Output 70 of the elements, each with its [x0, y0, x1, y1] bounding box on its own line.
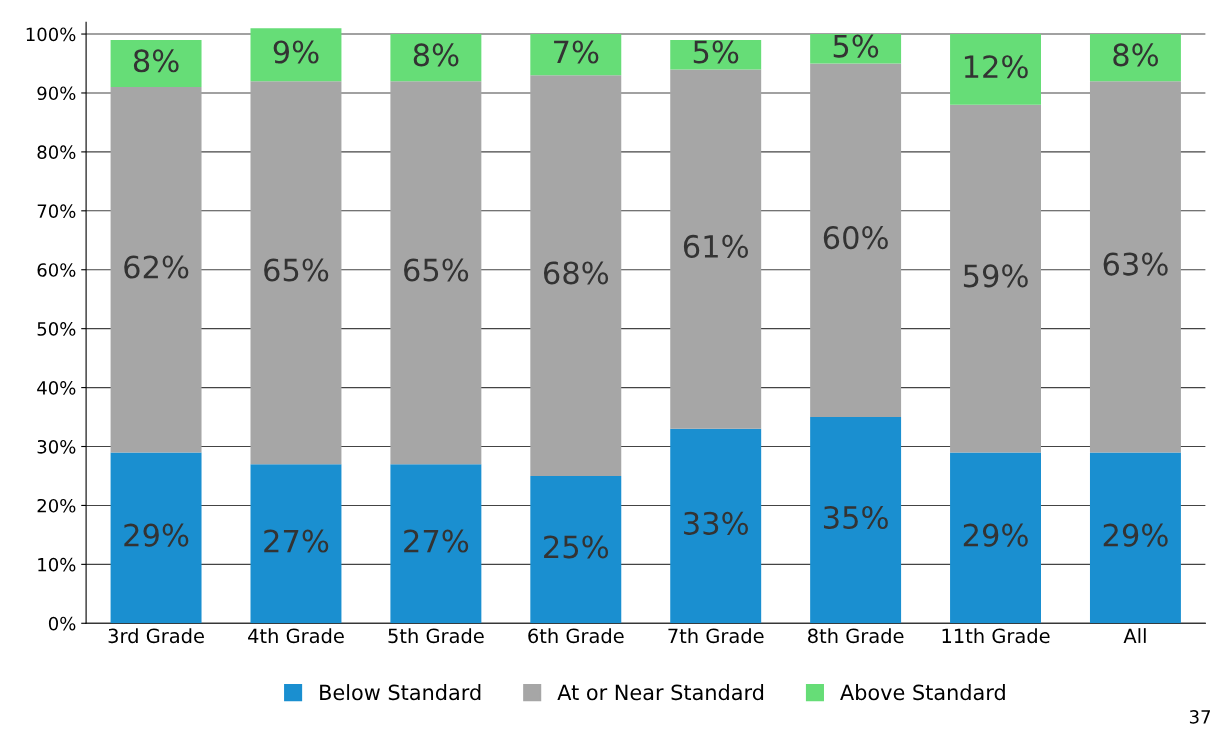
y-tick-label: 20% [37, 498, 76, 513]
data-label: 27% [404, 529, 469, 553]
data-label: 7% [554, 40, 599, 64]
y-tick-label: 10% [38, 557, 76, 572]
data-label: 12% [964, 55, 1028, 79]
y-tick-label: 90% [37, 86, 76, 101]
bar [250, 81, 342, 465]
legend-label: Below Standard [320, 684, 481, 701]
bar [530, 34, 622, 76]
data-label: 29% [1103, 523, 1168, 547]
x-tick-label: 3rd Grade [108, 628, 204, 644]
bar [530, 75, 622, 476]
data-label: 8% [1113, 43, 1158, 67]
bar [110, 87, 202, 453]
bar [670, 428, 762, 624]
data-label: 9% [273, 40, 319, 64]
bar [110, 39, 202, 88]
data-label: 8% [133, 49, 179, 73]
bar [810, 63, 902, 418]
bar [530, 475, 622, 624]
data-label: 29% [124, 523, 189, 547]
bar [390, 464, 482, 624]
data-label: 65% [264, 258, 329, 282]
bar [950, 452, 1041, 624]
data-label: 25% [544, 535, 609, 559]
bar [1089, 452, 1181, 624]
bar [1089, 81, 1181, 453]
data-label: 35% [823, 505, 888, 530]
bar [1089, 34, 1181, 82]
data-label: 61% [683, 234, 748, 258]
bar [390, 34, 482, 82]
y-tick-label: 50% [37, 322, 76, 336]
x-tick-label: 4th Grade [248, 628, 344, 644]
bar [250, 464, 342, 624]
y-tick-label: 60% [37, 263, 76, 277]
bar [950, 34, 1041, 105]
y-tick-label: 0% [48, 616, 76, 631]
x-tick-label: 5th Grade [388, 628, 484, 644]
data-label: 27% [264, 529, 329, 553]
y-tick-label: 80% [37, 145, 76, 160]
text: 37 [1189, 710, 1211, 724]
data-label: 68% [543, 261, 609, 285]
y-tick-label: 70% [37, 204, 76, 218]
bar [670, 69, 762, 429]
y-tick-label: 40% [37, 381, 76, 395]
data-label: 5% [833, 34, 879, 58]
y-tick-label: 30% [37, 439, 76, 454]
x-tick-label: All [1123, 628, 1146, 643]
data-label: 63% [1103, 252, 1168, 276]
legend-label: Above Standard [840, 684, 1005, 701]
bar [810, 417, 902, 624]
x-tick-label: 11th Grade [942, 628, 1050, 644]
data-label: 65% [404, 258, 469, 282]
data-label: 8% [413, 43, 459, 67]
bar [950, 104, 1041, 453]
x-tick-label: 6th Grade [528, 628, 624, 644]
data-label: 59% [963, 264, 1028, 288]
bar [810, 34, 902, 64]
bar [110, 452, 202, 624]
x-tick-label: 7th Grade [668, 628, 764, 644]
data-label: 33% [684, 511, 748, 535]
data-label: 5% [693, 40, 739, 64]
x-tick-label: 8th Grade [808, 628, 904, 644]
bar [250, 28, 342, 82]
y-tick-label: 100% [26, 27, 76, 42]
data-label: 29% [963, 523, 1028, 547]
data-label: 62% [124, 255, 189, 279]
data-label: 60% [823, 226, 888, 250]
bar [390, 81, 482, 465]
legend-label: At or Near Standard [557, 684, 764, 701]
